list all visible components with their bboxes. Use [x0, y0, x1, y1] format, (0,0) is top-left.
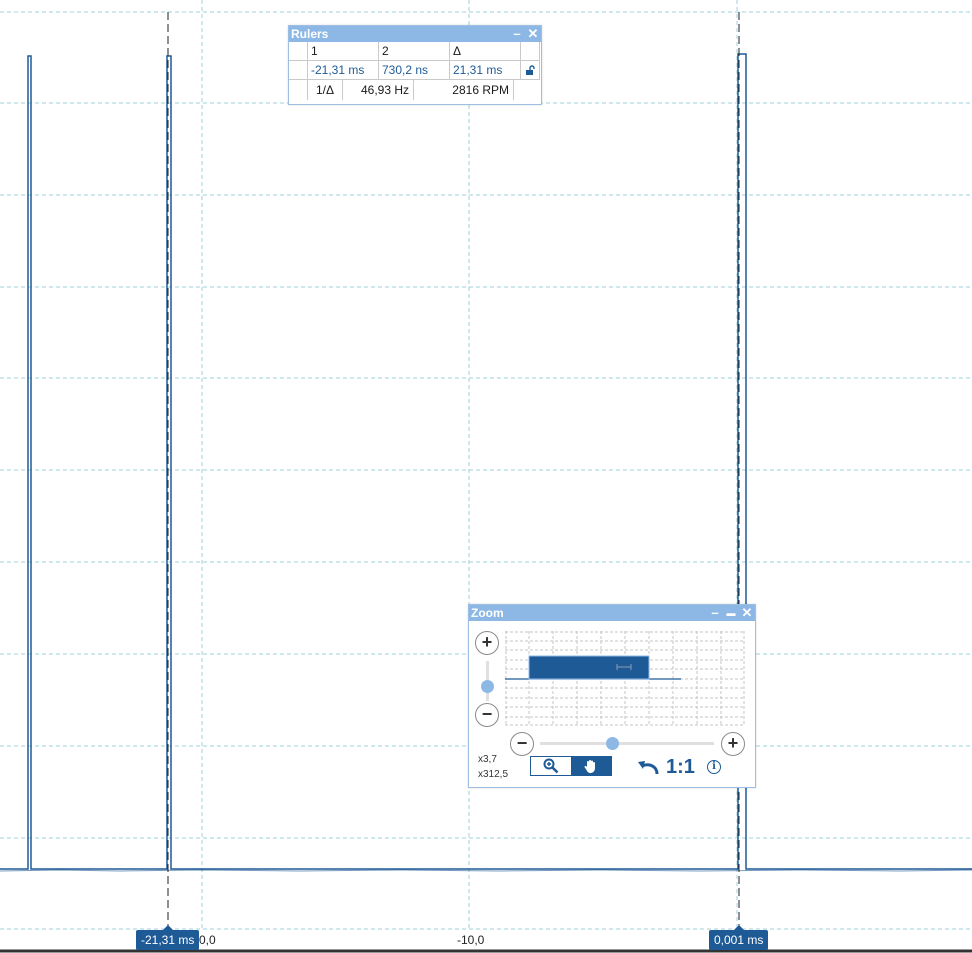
- pan-tool-button[interactable]: [571, 757, 611, 775]
- close-icon[interactable]: ✕: [741, 605, 753, 620]
- frequency-value: 46,93 Hz: [343, 80, 414, 100]
- row-marker-cell: [289, 42, 308, 61]
- rulers-table: 1 2 Δ -21,31 ms 730,2 ns 21,31 ms: [289, 42, 541, 80]
- hand-pan-icon: [584, 760, 595, 773]
- grid-lines: [0, 0, 972, 930]
- unlock-icon[interactable]: [525, 65, 536, 76]
- vertical-zoom-in-button[interactable]: +: [475, 631, 499, 655]
- lock-cell[interactable]: [521, 61, 540, 80]
- horizontal-zoom-in-button[interactable]: +: [721, 732, 745, 756]
- horizontal-zoom-out-button[interactable]: −: [510, 732, 534, 756]
- rulers-window-header[interactable]: Rulers – ✕: [289, 26, 541, 42]
- header-ruler2: 2: [379, 42, 450, 61]
- close-icon[interactable]: ✕: [527, 26, 539, 41]
- row-marker-cell: [289, 80, 308, 100]
- ruler1-value: -21,31 ms: [308, 61, 379, 80]
- minimize-icon[interactable]: –: [513, 26, 521, 41]
- ruler-1-tag[interactable]: -21,31 ms: [136, 925, 200, 950]
- x-tick-label: -10,0: [457, 933, 485, 947]
- delta-value: 21,31 ms: [450, 61, 521, 80]
- inverse-delta-label: 1/Δ: [308, 80, 343, 100]
- zoom-window-header[interactable]: Zoom – ▬ ✕: [469, 605, 755, 621]
- freq-row-spacer: [514, 80, 540, 100]
- frequency-row: 1/Δ 46,93 Hz 2816 RPM: [289, 80, 541, 100]
- zoom-tool-group: [530, 756, 612, 776]
- horizontal-zoom-factor: x312,5: [478, 769, 509, 780]
- minimize-icon[interactable]: –: [711, 605, 719, 620]
- zoom-tool-button[interactable]: [531, 757, 571, 775]
- horizontal-zoom-handle[interactable]: [606, 737, 619, 750]
- vertical-zoom-factor: x3,7: [478, 754, 497, 765]
- vertical-zoom-handle[interactable]: [481, 680, 494, 693]
- header-ruler1: 1: [308, 42, 379, 61]
- undo-zoom-icon[interactable]: [635, 758, 661, 776]
- rulers-window-title: Rulers: [291, 27, 329, 41]
- info-icon[interactable]: i: [707, 760, 721, 774]
- overview-viewport[interactable]: [529, 656, 649, 679]
- horizontal-zoom-track[interactable]: [540, 742, 714, 745]
- signal-trace: [0, 53, 972, 872]
- vertical-zoom-out-button[interactable]: −: [475, 703, 499, 727]
- zoom-window: Zoom – ▬ ✕ + − − + x3,7 x312: [468, 604, 756, 788]
- rulers-window: Rulers – ✕ 1 2 Δ -21,31 ms 730,2 ns 21,3…: [288, 25, 542, 105]
- ruler2-value: 730,2 ns: [379, 61, 450, 80]
- ruler-2-tag[interactable]: 0,001 ms: [709, 925, 769, 950]
- overview-selection[interactable]: [528, 655, 650, 680]
- header-spacer: [521, 42, 540, 61]
- maximize-icon[interactable]: ▬: [726, 608, 736, 618]
- magnifier-zoom-icon: [543, 758, 559, 774]
- zoom-1-to-1-button[interactable]: 1:1: [666, 756, 695, 778]
- ruler-lines[interactable]: [167, 12, 740, 930]
- header-delta: Δ: [450, 42, 521, 61]
- row-marker-cell: [289, 61, 308, 80]
- rpm-value: 2816 RPM: [414, 80, 514, 100]
- zoom-window-title: Zoom: [471, 606, 504, 620]
- zoom-overview[interactable]: [505, 631, 745, 726]
- viewport-resize-icon[interactable]: [616, 664, 632, 670]
- x-tick-label: 0,0: [199, 933, 216, 947]
